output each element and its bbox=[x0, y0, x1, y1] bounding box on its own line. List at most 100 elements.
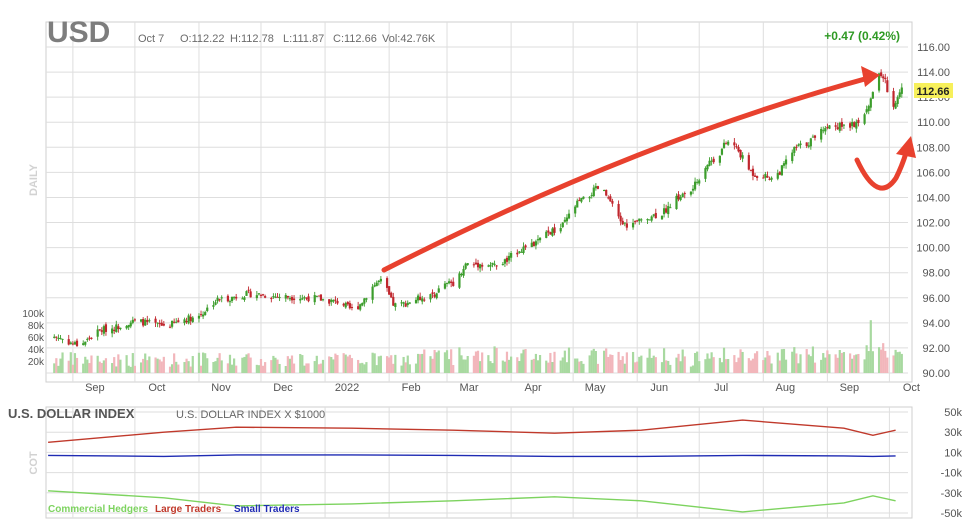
volume-bar bbox=[753, 353, 757, 373]
candle-body bbox=[518, 251, 521, 253]
candle-body bbox=[249, 291, 252, 298]
candle-body bbox=[315, 296, 318, 298]
volume-bar bbox=[365, 362, 368, 373]
candle-body bbox=[747, 155, 750, 170]
candle-body bbox=[603, 190, 606, 192]
candle-body bbox=[117, 326, 120, 330]
candle-body bbox=[86, 338, 89, 340]
volume-bar bbox=[270, 360, 273, 373]
volume-bar bbox=[900, 353, 903, 373]
volume-bar bbox=[416, 353, 420, 373]
volume-bar bbox=[464, 359, 467, 373]
volume-bar bbox=[144, 353, 147, 373]
candle-body bbox=[634, 221, 637, 223]
volume-bar bbox=[443, 352, 447, 373]
volume-bar bbox=[336, 355, 339, 373]
candle-body bbox=[348, 303, 351, 309]
volume-bar bbox=[590, 350, 593, 373]
periodicity-label: DAILY bbox=[28, 163, 40, 196]
candle-body bbox=[578, 199, 581, 201]
price-tick-label: 94.00 bbox=[922, 318, 950, 330]
candle-body bbox=[625, 223, 628, 228]
candle-body bbox=[896, 97, 899, 104]
candle-body bbox=[780, 165, 784, 176]
price-tick-label: 92.00 bbox=[922, 343, 950, 355]
candle-body bbox=[377, 280, 380, 283]
price-tick-label: 98.00 bbox=[922, 268, 950, 280]
candle-body bbox=[842, 124, 846, 126]
volume-bar bbox=[534, 353, 538, 373]
volume-bar bbox=[722, 347, 726, 373]
volume-bar bbox=[243, 356, 246, 373]
volume-bar bbox=[696, 351, 699, 373]
volume-bar bbox=[582, 363, 585, 373]
candle-body bbox=[503, 259, 507, 264]
candle-body bbox=[886, 80, 889, 93]
volume-bar bbox=[216, 357, 219, 373]
volume-bar bbox=[596, 363, 600, 373]
candle-body bbox=[156, 322, 159, 324]
volume-bar bbox=[706, 353, 709, 373]
volume-bar bbox=[474, 351, 478, 373]
cot-tick-label: -30k bbox=[941, 488, 963, 500]
volume-bar bbox=[332, 359, 335, 373]
candle-body bbox=[611, 200, 614, 204]
legend-small-traders: Small Traders bbox=[234, 504, 300, 515]
volume-bar bbox=[460, 355, 463, 373]
volume-bar bbox=[125, 355, 128, 373]
candle-body bbox=[357, 306, 360, 310]
volume-bar bbox=[764, 357, 767, 373]
candle-body bbox=[809, 138, 812, 147]
volume-bar bbox=[766, 350, 769, 373]
volume-bar bbox=[96, 355, 99, 373]
candle-body bbox=[346, 302, 349, 305]
volume-bar bbox=[230, 364, 234, 373]
candle-body bbox=[813, 135, 817, 138]
candle-body bbox=[350, 307, 354, 309]
volume-tick-label: 80k bbox=[28, 321, 45, 332]
candle-body bbox=[811, 136, 815, 138]
volume-bar bbox=[720, 362, 724, 373]
price-tick-label: 102.00 bbox=[916, 218, 950, 230]
candle-body bbox=[146, 319, 149, 322]
candle-body bbox=[609, 196, 612, 202]
volume-bar bbox=[177, 364, 180, 373]
cot-tick-label: 50k bbox=[944, 407, 962, 419]
candle-body bbox=[877, 73, 881, 91]
volume-bar bbox=[892, 355, 895, 373]
candle-body bbox=[755, 176, 759, 178]
candle-body bbox=[460, 274, 463, 276]
candle-body bbox=[636, 220, 639, 222]
candle-body bbox=[737, 147, 740, 152]
candle-body bbox=[824, 128, 827, 132]
volume-bar bbox=[646, 357, 649, 373]
volume-bar bbox=[214, 361, 217, 373]
time-tick-label: Aug bbox=[776, 382, 796, 394]
time-tick-label: Oct bbox=[148, 382, 165, 394]
volume-bar bbox=[747, 358, 750, 373]
volume-bar bbox=[607, 356, 610, 373]
candle-body bbox=[148, 320, 151, 322]
volume-bar bbox=[693, 352, 697, 373]
candle-body bbox=[96, 329, 99, 337]
volume-bar bbox=[317, 364, 320, 373]
candle-body bbox=[416, 295, 420, 301]
volume-bar bbox=[233, 358, 236, 373]
volume-bar bbox=[813, 362, 817, 373]
volume-bars bbox=[53, 320, 903, 373]
volume-bar bbox=[735, 362, 738, 373]
candle-body bbox=[735, 146, 738, 148]
candle-body bbox=[607, 197, 610, 199]
candle-body bbox=[257, 293, 261, 295]
candle-body bbox=[650, 216, 653, 221]
candle-body bbox=[404, 303, 407, 307]
candle-body bbox=[538, 237, 542, 241]
volume-bar bbox=[822, 353, 825, 373]
volume-bar bbox=[450, 349, 453, 373]
candle-body bbox=[206, 307, 209, 311]
candle-body bbox=[733, 142, 736, 146]
candle-body bbox=[313, 295, 316, 303]
volume-bar bbox=[255, 364, 258, 373]
